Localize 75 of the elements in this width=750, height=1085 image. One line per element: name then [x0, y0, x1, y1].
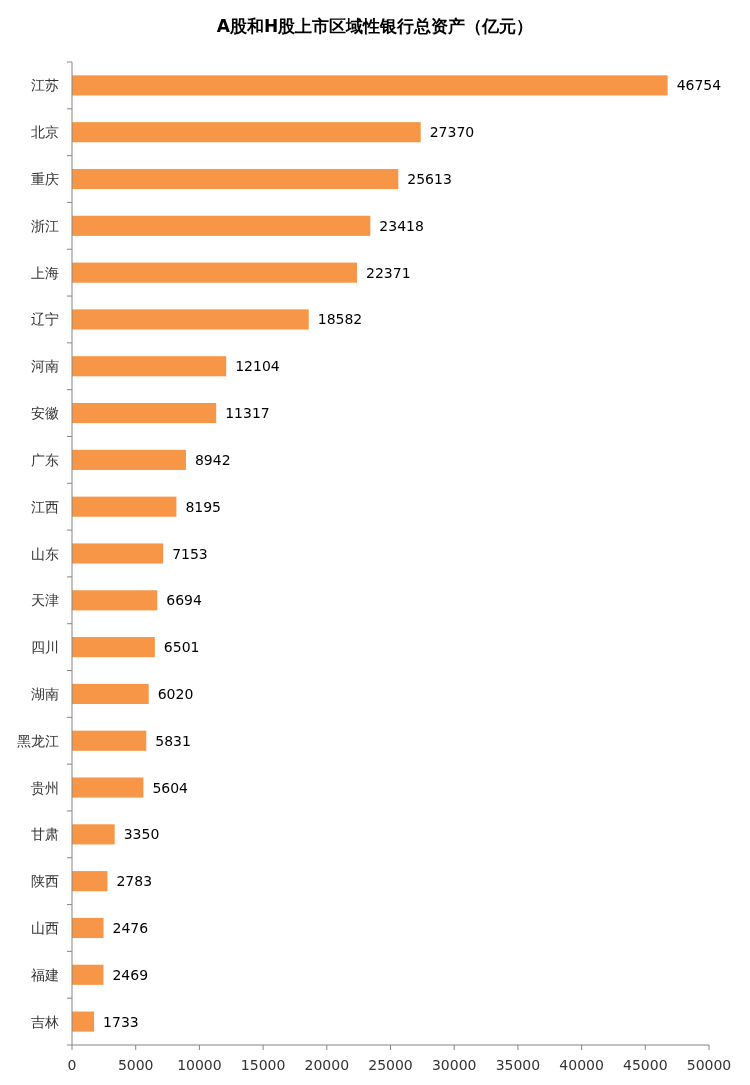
y-tick-label: 福建: [31, 966, 59, 983]
x-tick-label: 40000: [559, 1057, 604, 1073]
bar: [72, 1011, 95, 1032]
y-tick-label: 辽宁: [31, 311, 59, 328]
bar: [72, 637, 155, 658]
bar: [72, 168, 399, 190]
y-tick-label: 山东: [31, 545, 59, 562]
data-label: 11317: [225, 405, 270, 422]
x-tick-label: 35000: [495, 1057, 541, 1073]
bar: [72, 403, 217, 424]
x-tick-label: 5000: [117, 1057, 154, 1073]
data-label: 2469: [112, 966, 149, 983]
bar: [72, 309, 309, 330]
data-label: 46754: [676, 77, 722, 94]
bar: [72, 683, 149, 704]
y-tick-label: 江西: [31, 498, 59, 515]
data-label: 2783: [116, 873, 153, 890]
x-tick-label: 45000: [623, 1057, 668, 1073]
bar: [72, 356, 227, 377]
bar: [72, 964, 104, 985]
data-label: 6694: [166, 592, 202, 609]
y-tick-label: 北京: [31, 124, 59, 141]
bar: [72, 215, 371, 236]
bar: [72, 871, 108, 892]
y-tick-label: 上海: [31, 264, 59, 281]
y-tick-label: 天津: [31, 592, 59, 609]
data-label: 8942: [194, 451, 231, 468]
bar: [72, 75, 668, 96]
chart-title: A股和H股上市区域性银行总资产（亿元）: [216, 16, 534, 36]
y-tick-label: 甘肃: [31, 826, 59, 843]
data-label: 5604: [152, 779, 189, 796]
bar: [72, 730, 147, 751]
bar: [72, 262, 358, 283]
y-tick-label: 重庆: [31, 171, 59, 188]
data-label: 8195: [185, 498, 222, 515]
x-tick-label: 30000: [431, 1057, 477, 1073]
y-tick-label: 浙江: [31, 217, 59, 234]
data-label: 7153: [172, 545, 208, 562]
x-tick-label: 15000: [240, 1057, 286, 1073]
x-tick-label: 50000: [686, 1057, 732, 1073]
y-tick-label: 黑龙江: [17, 732, 59, 749]
bar: [72, 824, 115, 845]
data-label: 1733: [103, 1013, 139, 1030]
data-label: 12104: [235, 358, 280, 375]
y-tick-label: 吉林: [31, 1013, 59, 1030]
data-label: 2476: [112, 919, 149, 936]
data-label: 6020: [157, 685, 194, 702]
y-tick-label: 广东: [31, 451, 59, 468]
y-tick-label: 安徽: [31, 405, 59, 422]
data-label: 18582: [317, 311, 363, 328]
y-tick-label: 湖南: [31, 685, 59, 702]
x-tick-label: 10000: [177, 1057, 222, 1073]
x-tick-label: 0: [67, 1057, 77, 1073]
x-tick-label: 25000: [368, 1057, 413, 1073]
bar: [72, 122, 421, 143]
bar: [72, 543, 164, 564]
data-label: 6501: [163, 639, 200, 656]
y-tick-label: 河南: [31, 358, 59, 375]
x-tick-label: 20000: [304, 1057, 350, 1073]
data-label: 22371: [366, 264, 411, 281]
bar: [72, 777, 144, 798]
y-tick-label: 陕西: [31, 873, 59, 890]
bar: [72, 449, 186, 470]
y-tick-label: 四川: [31, 639, 59, 656]
data-label: 23418: [379, 217, 424, 234]
bar: [72, 590, 158, 611]
data-label: 3350: [123, 826, 160, 843]
data-label: 25613: [407, 171, 452, 188]
data-label: 5831: [155, 732, 191, 749]
bar: [72, 496, 177, 517]
y-tick-label: 山西: [31, 919, 59, 936]
y-tick-label: 贵州: [31, 779, 59, 796]
y-tick-label: 江苏: [31, 77, 59, 94]
bar: [72, 917, 104, 939]
data-label: 27370: [429, 124, 475, 141]
